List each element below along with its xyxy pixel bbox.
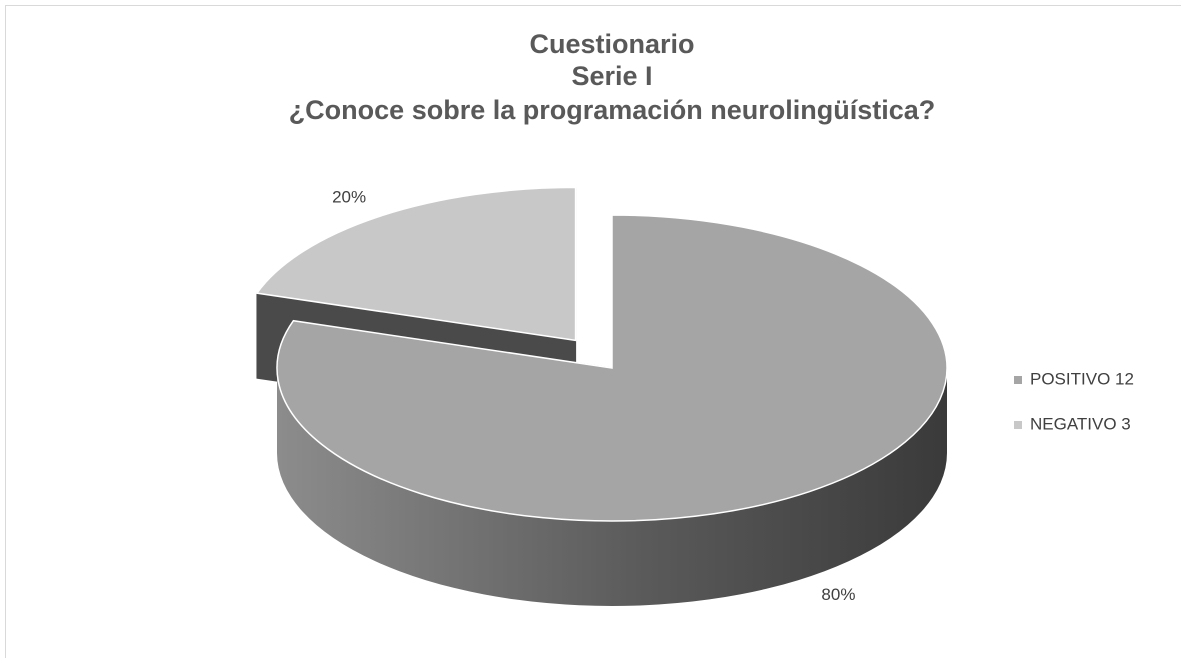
- slice: [255, 186, 577, 342]
- chart-title: Cuestionario: [529, 29, 694, 59]
- data-label: 80%: [821, 585, 855, 604]
- chart-frame: [5, 5, 1181, 658]
- data-label: 20%: [332, 188, 366, 207]
- slice-side: [277, 368, 947, 606]
- legend-label: POSITIVO 12: [1030, 369, 1134, 388]
- chart-title: ¿Conoce sobre la programación neurolingü…: [289, 95, 936, 125]
- legend-swatch: [1014, 376, 1022, 384]
- slice: [276, 214, 948, 522]
- legend-label: NEGATIVO 3: [1030, 414, 1131, 433]
- legend-swatch: [1014, 421, 1022, 429]
- chart-title: Serie I: [571, 61, 652, 91]
